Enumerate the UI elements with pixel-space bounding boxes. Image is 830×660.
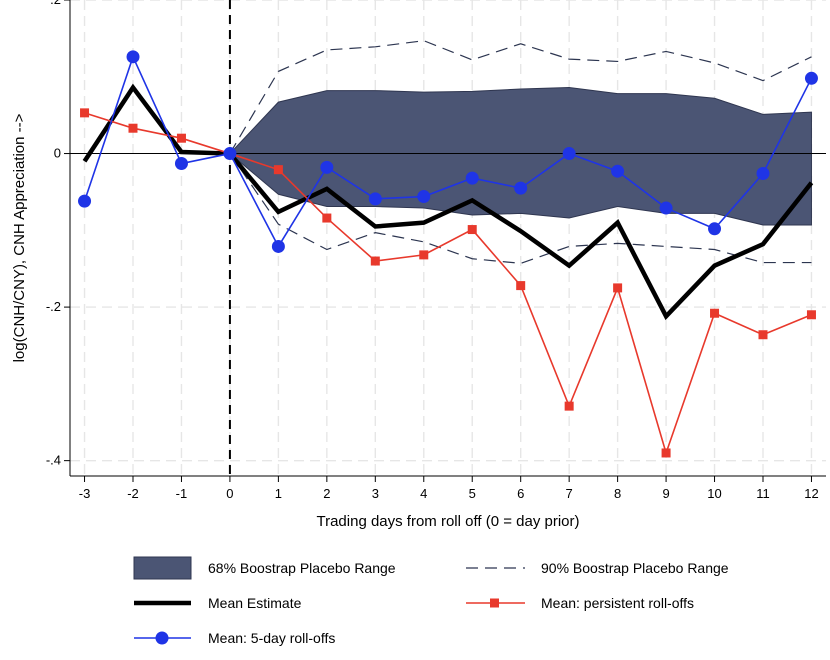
legend-label-5day: Mean: 5-day roll-offs	[208, 630, 335, 646]
legend: 68% Boostrap Placebo Range 90% Boostrap …	[133, 556, 729, 646]
five-day-rolloffs-marker	[465, 171, 479, 185]
y-tick-label: .2	[50, 0, 61, 7]
five-day-rolloffs-marker	[271, 239, 285, 253]
persistent-rolloffs-marker	[516, 281, 526, 291]
legend-item-persistent: Mean: persistent roll-offs	[466, 595, 694, 611]
x-tick-label: 7	[566, 486, 573, 501]
y-axis-title: log(CNH/CNY), CNH Appreciation -->	[11, 113, 28, 362]
x-axis-title: Trading days from roll off (0 = day prio…	[316, 513, 579, 530]
five-day-rolloffs-marker	[562, 147, 576, 161]
x-tick-label: 2	[323, 486, 330, 501]
five-day-rolloffs-marker	[708, 222, 722, 236]
x-tick-label: 0	[226, 486, 233, 501]
series-layer	[78, 40, 818, 458]
grid-layer	[70, 0, 826, 476]
five-day-rolloffs-marker	[611, 164, 625, 178]
persistent-rolloffs-marker	[322, 213, 332, 223]
band-90-lower-line	[229, 153, 812, 264]
five-day-rolloffs-marker	[659, 201, 673, 215]
x-tick-label: -2	[127, 486, 139, 501]
x-tick-label: 5	[469, 486, 476, 501]
x-tick-label: -1	[176, 486, 188, 501]
persistent-rolloffs-marker	[128, 123, 138, 133]
reference-lines	[70, 0, 826, 476]
five-day-rolloffs-marker	[126, 50, 140, 64]
x-tick-label: 11	[756, 486, 770, 501]
legend-swatch-5day-marker	[155, 631, 169, 645]
persistent-rolloffs-marker	[467, 225, 477, 235]
persistent-rolloffs-marker	[806, 310, 816, 320]
x-tick-label: -3	[79, 486, 91, 501]
persistent-rolloffs-line	[84, 112, 812, 456]
five-day-rolloffs-marker	[804, 71, 818, 85]
five-day-rolloffs-marker	[174, 157, 188, 171]
y-tick-label: -.2	[46, 299, 61, 314]
band-90-upper-line	[229, 40, 812, 154]
legend-item-mean-estimate: Mean Estimate	[134, 595, 302, 611]
band-layer	[229, 87, 812, 226]
legend-label-90-band: 90% Boostrap Placebo Range	[541, 560, 729, 576]
legend-label-68-band: 68% Boostrap Placebo Range	[208, 560, 396, 576]
persistent-rolloffs-marker	[564, 401, 574, 411]
x-tick-label: 12	[804, 486, 818, 501]
x-tick-label: 3	[372, 486, 379, 501]
x-tick-label: 8	[614, 486, 621, 501]
five-day-rolloffs-marker	[417, 190, 431, 204]
legend-item-68-band: 68% Boostrap Placebo Range	[133, 556, 396, 580]
persistent-rolloffs-marker	[758, 330, 768, 340]
five-day-rolloffs-marker	[223, 147, 237, 161]
legend-swatch-persistent-marker	[490, 598, 499, 608]
legend-label-mean-estimate: Mean Estimate	[208, 595, 302, 611]
persistent-rolloffs-marker	[613, 283, 623, 293]
legend-item-90-band: 90% Boostrap Placebo Range	[466, 560, 729, 576]
five-day-rolloffs-marker	[514, 181, 528, 195]
legend-swatch-68-band	[133, 556, 192, 580]
x-tick-label: 1	[275, 486, 282, 501]
persistent-rolloffs-marker	[176, 133, 186, 143]
persistent-rolloffs-marker	[273, 165, 283, 175]
x-tick-label: 9	[662, 486, 669, 501]
five-day-rolloffs-marker	[320, 160, 334, 174]
x-tick-label: 10	[707, 486, 721, 501]
persistent-rolloffs-marker	[710, 308, 720, 318]
y-tick-label: 0	[54, 146, 61, 161]
x-tick-label: 6	[517, 486, 524, 501]
persistent-rolloffs-marker	[370, 256, 380, 266]
five-day-rolloffs-line	[83, 54, 813, 249]
five-day-rolloffs-marker	[78, 194, 92, 208]
mean-estimate-line	[82, 83, 814, 321]
five-day-rolloffs-marker	[368, 192, 382, 206]
band-68-area	[229, 87, 812, 226]
persistent-rolloffs-marker	[419, 250, 429, 260]
legend-item-5day: Mean: 5-day roll-offs	[134, 630, 335, 646]
persistent-rolloffs-marker	[661, 448, 671, 458]
y-tick-label: -.4	[46, 453, 61, 468]
persistent-rolloffs-marker	[80, 108, 90, 118]
x-tick-label: 4	[420, 486, 427, 501]
five-day-rolloffs-marker	[756, 167, 770, 181]
legend-label-persistent: Mean: persistent roll-offs	[541, 595, 694, 611]
